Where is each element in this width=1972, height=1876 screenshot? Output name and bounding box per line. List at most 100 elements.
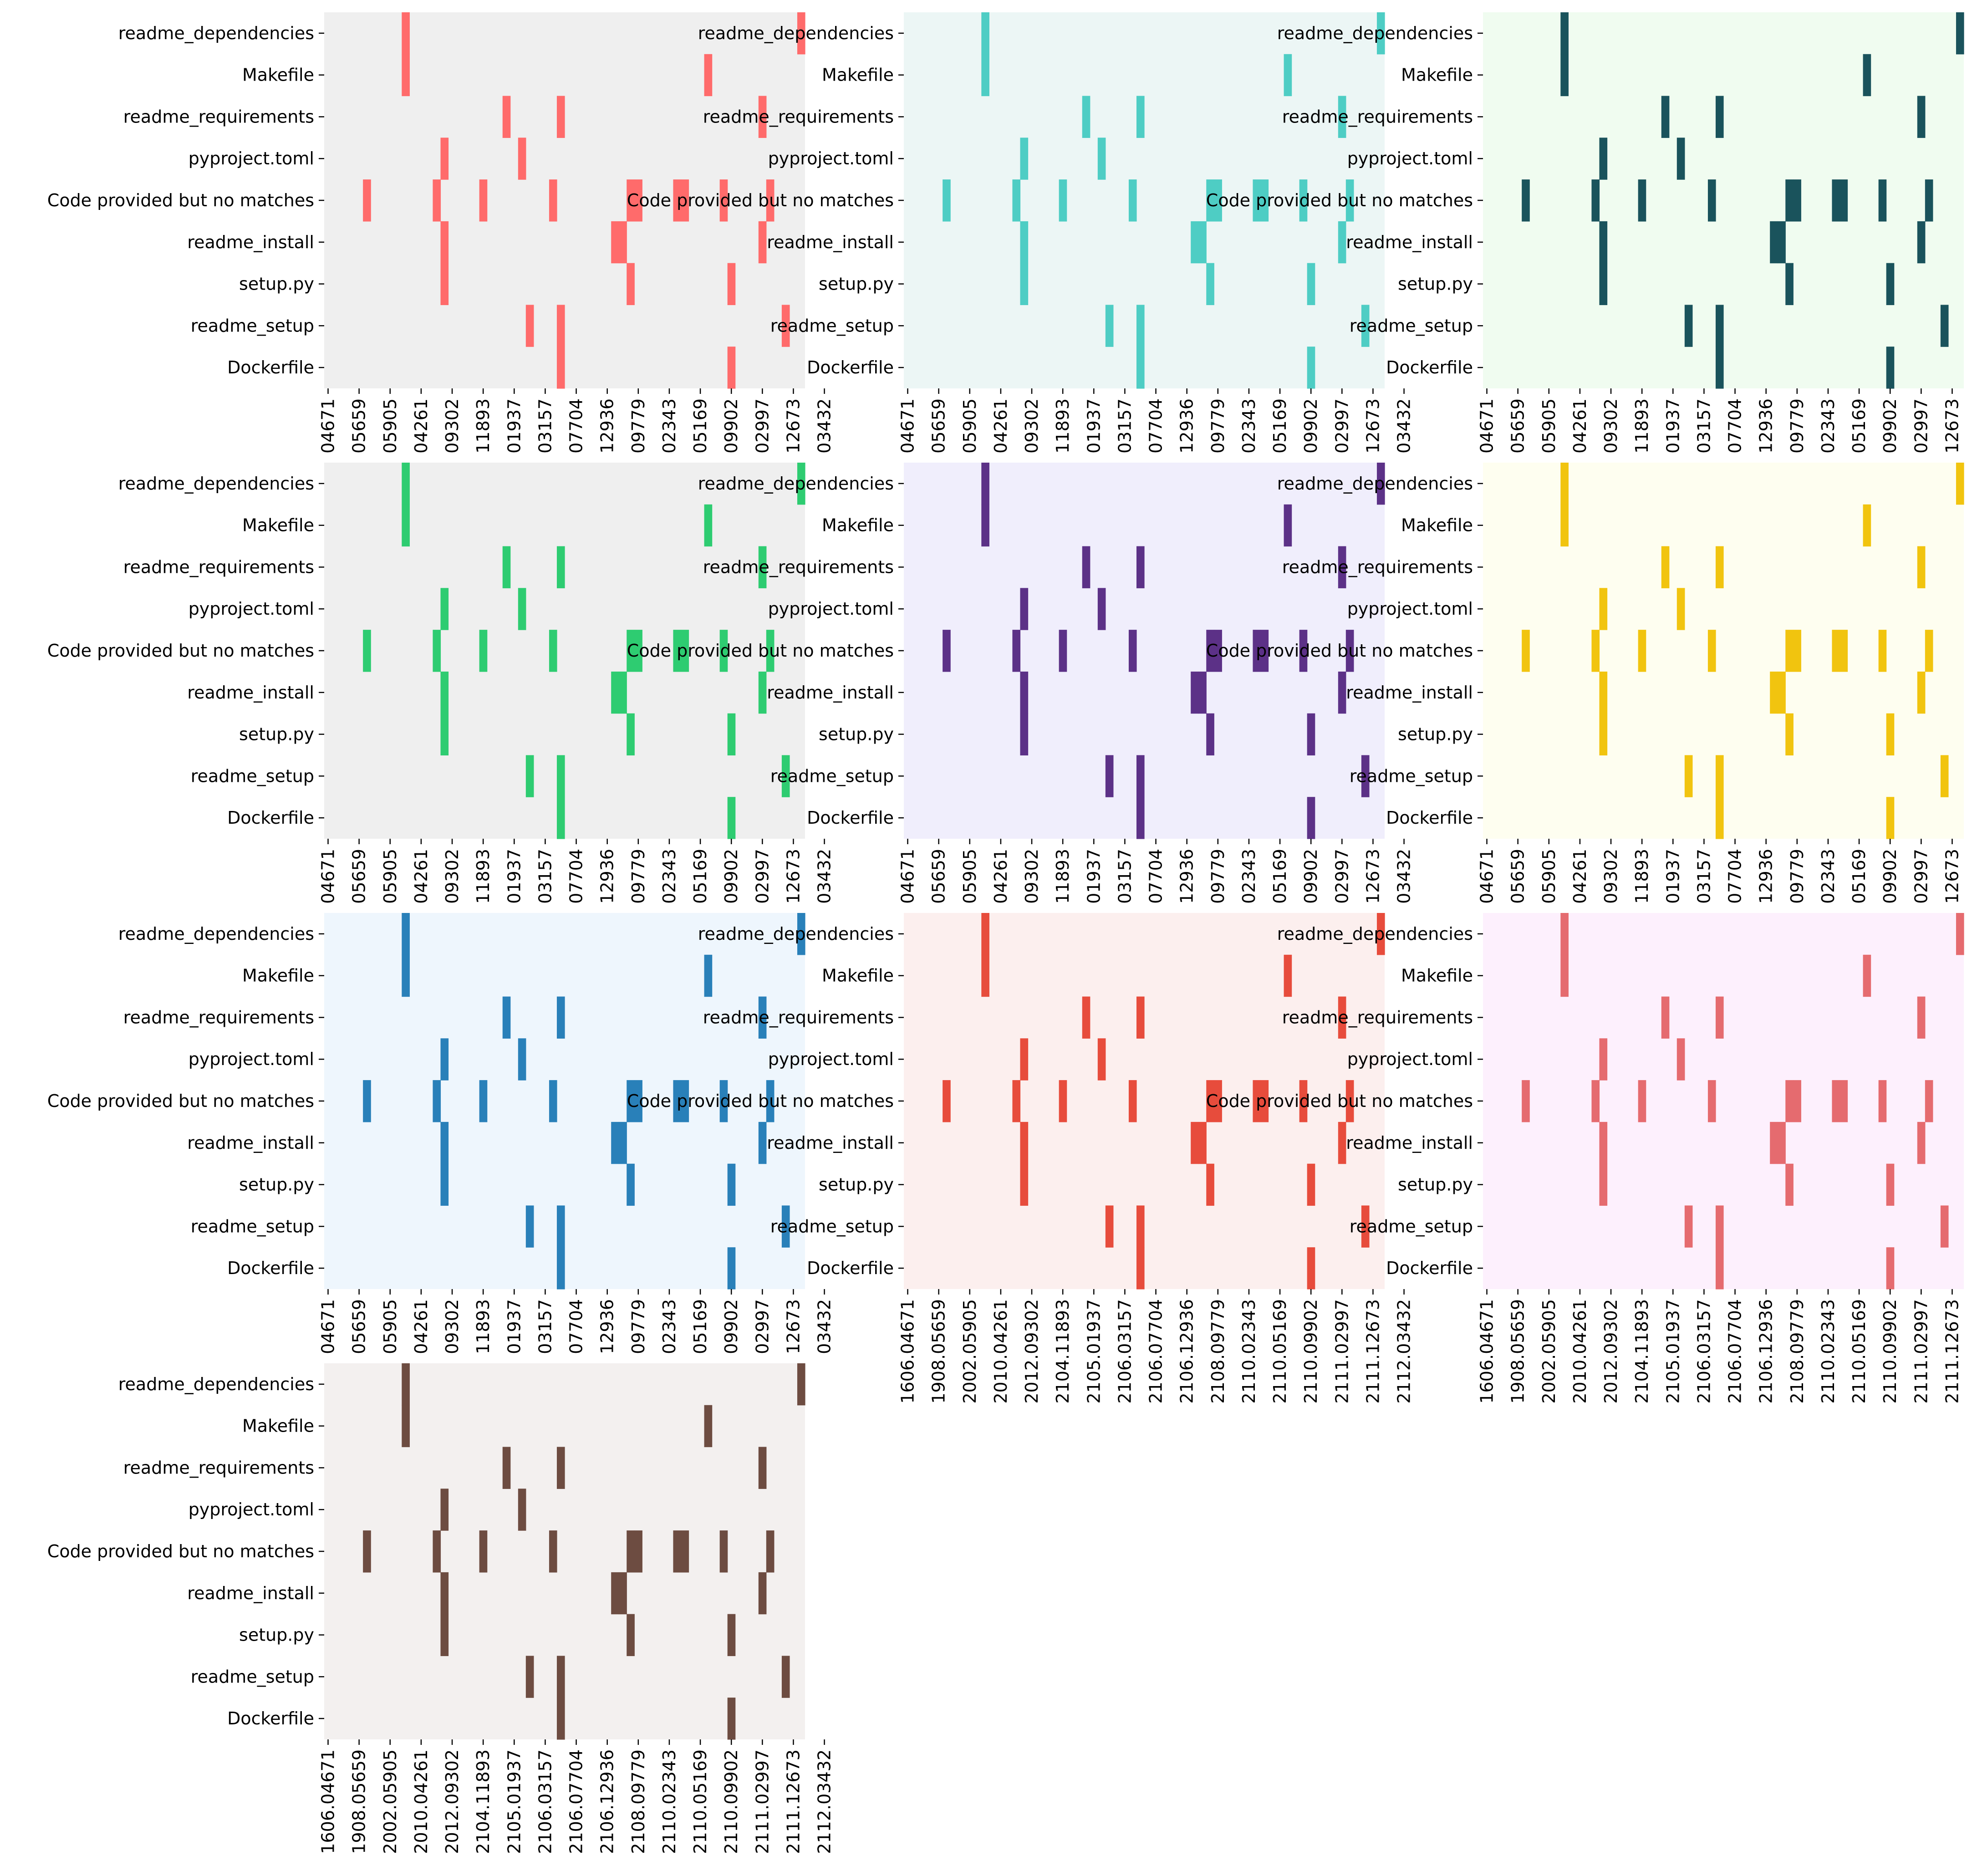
heatmap-cell	[549, 630, 557, 672]
heatmap-cell	[627, 263, 635, 306]
x-tick-label: 12936	[597, 849, 617, 904]
x-tick-label: 02343	[1818, 849, 1838, 904]
x-tick-label: 12673	[783, 1299, 803, 1354]
heatmap-cell	[758, 546, 767, 588]
x-tick-label: 04261	[1570, 849, 1590, 904]
heatmap-cell	[1863, 954, 1871, 997]
x-tick-label: 1908.05659	[349, 1749, 369, 1854]
heatmap-cell	[1361, 305, 1370, 347]
heatmap-cell	[704, 954, 713, 997]
heatmap-cell	[1591, 179, 1600, 222]
y-tick-label: readme_install	[767, 232, 894, 252]
heatmap-cell	[549, 1530, 557, 1573]
x-tick-label: 01937	[504, 1299, 524, 1354]
x-tick-label: 2105.01937	[504, 1749, 524, 1854]
heatmap-cell	[1206, 263, 1214, 306]
heatmap-cell	[1059, 630, 1067, 672]
heatmap-cell	[611, 221, 619, 264]
heatmap-cell	[363, 630, 371, 672]
x-tick-label: 09302	[1022, 849, 1042, 904]
x-tick-label: 09779	[1787, 398, 1807, 454]
x-tick-label: 04261	[991, 398, 1011, 454]
x-tick-label: 09302	[442, 398, 462, 454]
heatmap-cell	[981, 913, 989, 955]
x-tick-label: 03157	[1694, 849, 1714, 904]
heatmap-cell	[1376, 463, 1385, 505]
heatmap-cell	[1715, 546, 1724, 588]
x-tick-label: 07704	[566, 1299, 586, 1354]
x-tick-label: 02997	[1911, 398, 1931, 454]
heatmap-cell	[1338, 996, 1346, 1039]
heatmap-cell	[518, 1489, 526, 1531]
heatmap-cell	[1198, 1122, 1207, 1164]
x-tick-label: 05905	[960, 398, 980, 454]
x-tick-label: 05905	[380, 398, 400, 454]
x-tick-label: 04261	[991, 849, 1011, 904]
heatmap-cell	[1097, 588, 1106, 630]
x-tick-label: 2105.01937	[1084, 1299, 1104, 1404]
heatmap-cell	[673, 1080, 682, 1122]
x-tick-label: 12673	[1363, 849, 1383, 904]
heatmap-cell	[1591, 630, 1600, 672]
heatmap-cell	[1299, 1080, 1308, 1122]
y-tick-label: Code provided but no matches	[47, 1091, 314, 1111]
heatmap-cell	[1191, 671, 1199, 714]
x-tick-label: 05905	[960, 849, 980, 904]
heatmap-cell	[440, 713, 449, 756]
heatmap-cell	[556, 305, 565, 347]
x-tick-label: 2110.05169	[1849, 1299, 1869, 1404]
heatmap-cell	[1136, 1247, 1145, 1290]
heatmap-cell	[1059, 179, 1067, 222]
heatmap-cell	[1338, 546, 1346, 588]
heatmap-cell	[1770, 221, 1778, 264]
heatmap-cell	[1307, 797, 1315, 839]
heatmap-cell	[1260, 630, 1269, 672]
heatmap-cell	[758, 996, 767, 1039]
heatmap-cell	[1917, 96, 1926, 138]
y-tick-label: Makefile	[1401, 515, 1473, 535]
y-tick-label: readme_requirements	[703, 1007, 894, 1027]
heatmap-cell	[1917, 221, 1926, 264]
heatmap-cell	[556, 1698, 565, 1740]
heatmap-cell	[727, 1614, 736, 1657]
heatmap-cell	[1260, 179, 1269, 222]
x-tick-label: 2012.09302	[1022, 1299, 1042, 1404]
heatmap-cell	[1338, 1122, 1346, 1164]
heatmap-cell	[797, 463, 805, 505]
y-tick-label: setup.py	[1398, 724, 1473, 744]
heatmap-cell	[719, 179, 728, 222]
x-tick-label: 04671	[318, 849, 338, 904]
heatmap-cell	[1376, 12, 1385, 55]
x-tick-label: 01937	[504, 398, 524, 454]
heatmap-cell	[402, 463, 410, 505]
x-tick-label: 2110.02343	[1818, 1299, 1838, 1404]
heatmap-cell	[1599, 221, 1608, 264]
heatmap-cell	[704, 1405, 713, 1448]
x-tick-label: 2106.12936	[1756, 1299, 1776, 1404]
x-tick-label: 12673	[1942, 398, 1962, 454]
y-tick-label: Makefile	[822, 65, 894, 85]
heatmap-cell	[1214, 1080, 1222, 1122]
heatmap-cell	[440, 221, 449, 264]
heatmap-cell	[1361, 755, 1370, 797]
y-tick-label: readme_requirements	[1282, 557, 1473, 577]
heatmap-cell	[1020, 1038, 1029, 1081]
y-tick-label: readme_install	[767, 1133, 894, 1153]
heatmap-cell	[1020, 221, 1029, 264]
heatmap-cell	[440, 1163, 449, 1206]
heatmap-cell	[1661, 96, 1670, 138]
heatmap-cell	[611, 1122, 619, 1164]
y-tick-label: Code provided but no matches	[1206, 641, 1473, 661]
heatmap-cell	[1684, 1205, 1693, 1248]
y-tick-label: readme_dependencies	[1277, 23, 1473, 43]
x-tick-label: 2106.07704	[1146, 1299, 1166, 1404]
heatmap-cell	[627, 1080, 635, 1122]
x-tick-label: 2012.09302	[442, 1749, 462, 1854]
x-tick-label: 2002.05905	[960, 1299, 980, 1404]
heatmap-panel-5: readme_dependencies Makefile readme_requir…	[627, 463, 1414, 904]
heatmap-cell	[704, 504, 713, 547]
x-tick-label: 09302	[442, 1299, 462, 1354]
x-tick-label: 2110.09902	[1880, 1299, 1900, 1404]
x-tick-label: 2106.12936	[597, 1749, 617, 1854]
heatmap-cell	[681, 1080, 689, 1122]
